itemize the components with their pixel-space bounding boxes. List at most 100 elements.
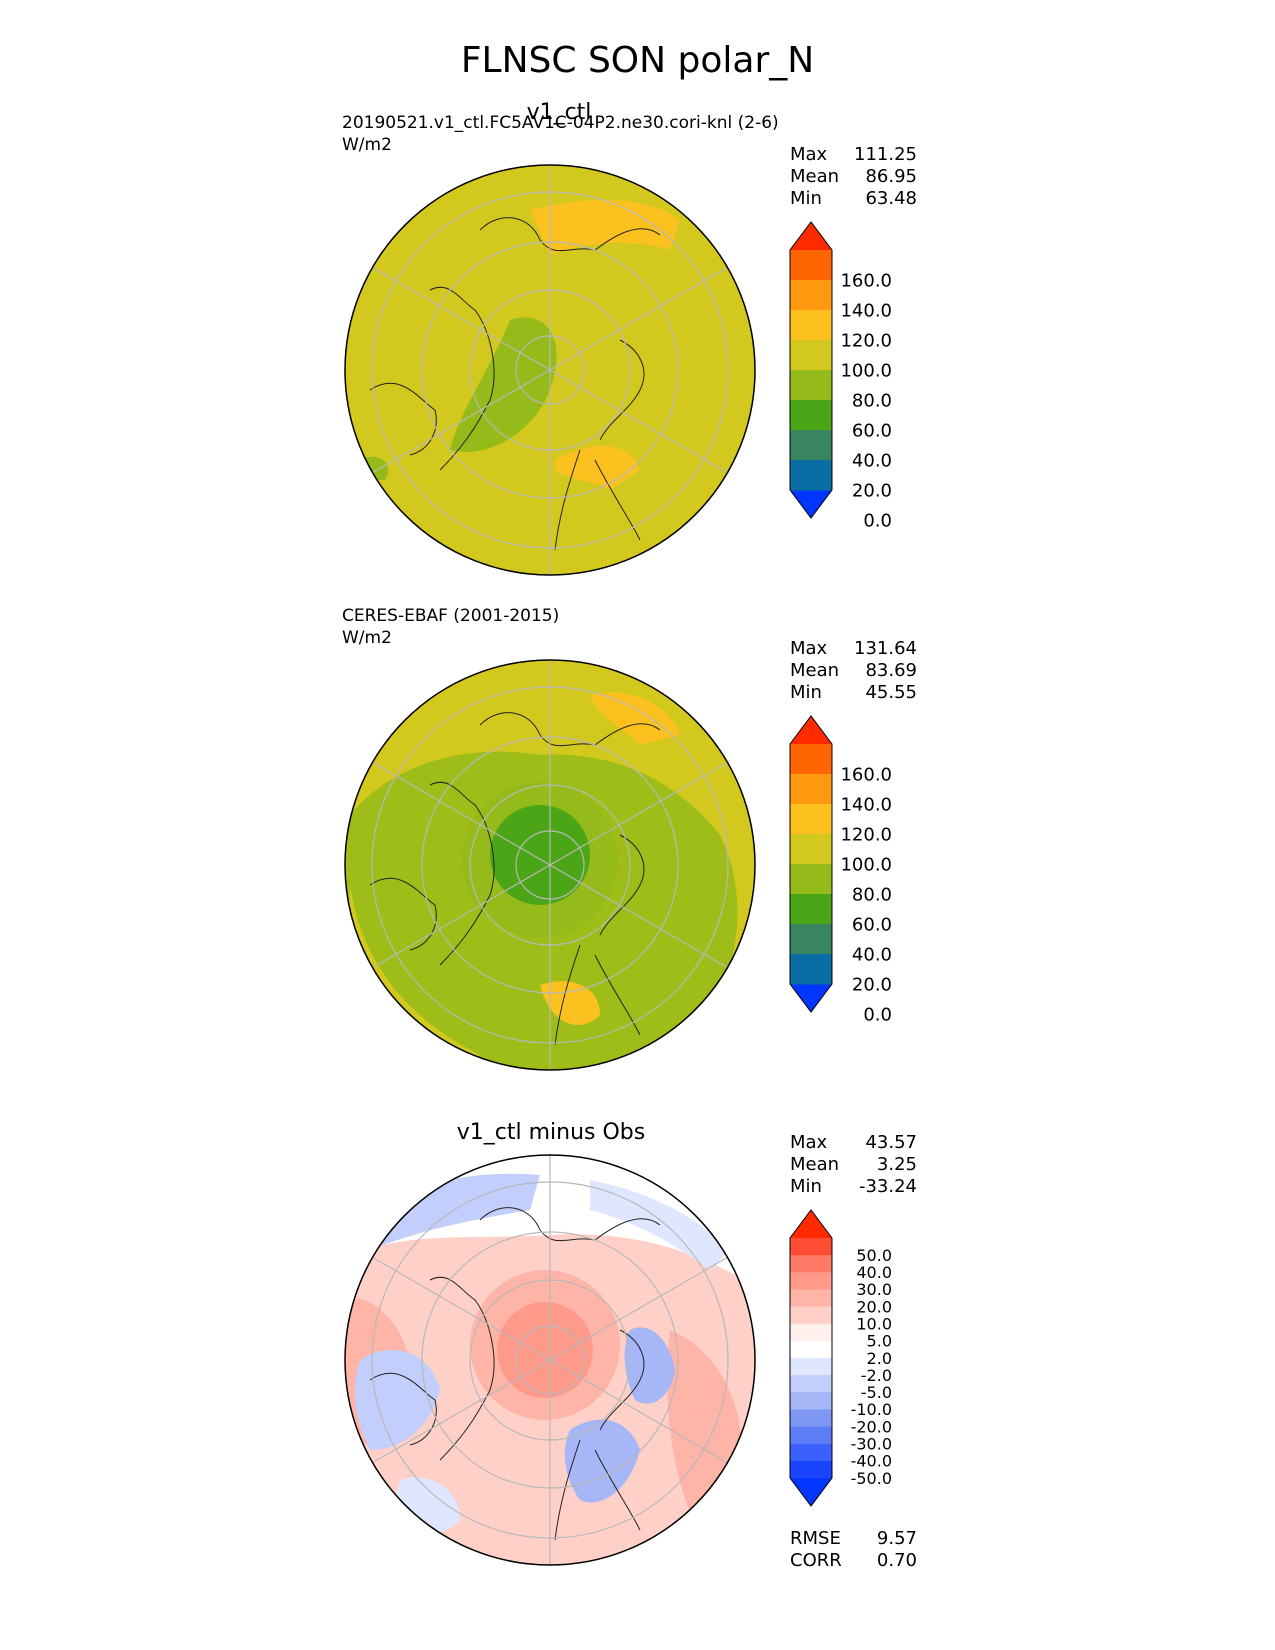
colorbar-segment [790,894,832,925]
panel-3-polar-warm-core [497,1302,593,1398]
colorbar-segment [790,1375,832,1393]
panel-1-subtitle: 20190521.v1_ctl.FC5AV1C-04P2.ne30.cori-k… [342,113,779,133]
colorbar-segment [790,1426,832,1445]
colorbar-tick-label: 140.0 [840,300,892,321]
panel-2-max-value: 131.64 [854,638,917,659]
panel-1-colorbar: 160.0 140.0 120.0 100.0 80.0 60.0 40.0 20.0 0.0 [789,221,892,531]
panel-3-coastlines [369,1207,661,1541]
colorbar-tick-label: -20.0 [851,1417,892,1436]
panel-1-warm-region-pacific [530,200,680,255]
panel-3-mean-label: Mean [790,1154,840,1175]
panel-1-coastlines [369,217,661,551]
panel-2-graticule [371,660,729,1070]
colorbar-tick-label: -10.0 [851,1400,892,1419]
colorbar-tick-label: -5.0 [861,1383,892,1402]
colorbar-outline [789,715,833,1013]
colorbar-tick-label: 10.0 [856,1314,892,1333]
colorbar-extend-max [790,1210,832,1238]
colorbar-segment [790,774,832,805]
colorbar-segment [790,1460,832,1479]
panel-3-graticule [371,1155,729,1565]
colorbar-tick-label: 20.0 [852,480,892,501]
colorbar-extend-min [790,490,832,518]
colorbar-segment [790,1323,832,1342]
colorbar-tick-label: 40.0 [856,1263,892,1282]
panel-1-greenland-low [450,317,557,452]
colorbar-segment [790,864,832,895]
colorbar-segment [790,1306,832,1325]
colorbar-tick-label: 140.0 [840,794,892,815]
colorbar-segment [790,280,832,311]
colorbar-segment [790,834,832,865]
panel-2-warm-region-south [540,981,600,1025]
colorbar-extend-max [790,716,832,744]
panel-3-stats: Max 43.57 Mean 3.25 Min -33.24 [790,1132,917,1198]
panel-2-map [344,659,756,1071]
panel-2-min-value: 45.55 [865,682,917,703]
panel-1-graticule [371,165,729,575]
colorbar-tick-label: 160.0 [840,270,892,291]
colorbar-tick-label: 80.0 [852,884,892,905]
panel-1-max-value: 111.25 [854,144,917,165]
panel-1-title: v1_ctl [526,100,592,125]
colorbar-tick-label: 60.0 [852,914,892,935]
colorbar-segment [790,310,832,341]
colorbar-tick-label: 0.0 [863,1004,892,1025]
colorbar-tick-label: 100.0 [840,854,892,875]
panel-3-corr-value: 0.70 [876,1550,917,1571]
colorbar-tick-label: 5.0 [867,1332,892,1351]
colorbar-extend-min [790,984,832,1012]
panel-3-mean-value: 3.25 [876,1154,917,1175]
panel-2-coastlines [369,712,661,1046]
panel-1-map [344,164,756,576]
colorbar-tick-label: 20.0 [852,974,892,995]
colorbar-tick-label: 2.0 [867,1349,892,1368]
panel-3-negative-eurasia [564,1419,640,1503]
colorbar-segment [790,1238,832,1256]
panel-3-min-value: -33.24 [858,1176,917,1197]
colorbar-segment [790,1392,832,1410]
colorbar-tick-label: -2.0 [861,1366,892,1385]
figure-title: FLNSC SON polar_N [460,40,815,81]
colorbar-segment [790,370,832,401]
colorbar-tick-label: 80.0 [852,390,892,411]
colorbar-tick-label: 100.0 [840,360,892,381]
panel-2-max-label: Max [790,638,828,659]
colorbar-segment [790,1289,832,1308]
colorbar-segment [790,1340,832,1359]
panel-3-colorbar: 50.040.030.020.010.05.02.0-2.0-5.0-10.0-… [789,1209,892,1507]
colorbar-tick-label: 40.0 [852,450,892,471]
panel-2-mean-label: Mean [790,660,840,681]
panel-1-units: W/m2 [342,135,392,155]
panel-3-metrics: RMSE 9.57 CORR 0.70 [790,1528,917,1572]
colorbar-segment [790,924,832,955]
colorbar-tick-label: 120.0 [840,330,892,351]
panel-1-min-label: Min [790,188,822,209]
panel-1-min-value: 63.48 [865,188,917,209]
colorbar-segment [790,804,832,835]
colorbar-tick-label: 0.0 [863,510,892,531]
panel-3-map [344,1154,756,1566]
panel-2-warm-region [590,692,680,745]
colorbar-segment [790,954,832,985]
colorbar-segment [790,460,832,491]
colorbar-tick-label: 60.0 [852,420,892,441]
colorbar-segment [790,1443,832,1462]
panel-3-title: v1_ctl minus Obs [456,1120,646,1145]
panel-2-colorbar: 160.0 140.0 120.0 100.0 80.0 60.0 40.0 20.0 0.0 [789,715,892,1025]
colorbar-tick-label: 20.0 [856,1297,892,1316]
panel-3-min-label: Min [790,1176,822,1197]
colorbar-outline [789,221,833,519]
panel-1-warm-region-europe [555,446,640,490]
colorbar-segment [790,744,832,775]
colorbar-tick-label: 120.0 [840,824,892,845]
colorbar-tick-label: 160.0 [840,764,892,785]
panel-3-max-label: Max [790,1132,828,1153]
panel-3-corr-label: CORR [790,1550,842,1571]
panel-2-polar-core [490,805,590,905]
colorbar-tick-label: -30.0 [851,1434,892,1453]
panel-1-mean-label: Mean [790,166,840,187]
colorbar-segment [790,250,832,281]
colorbar-segment [790,1272,832,1290]
panel-1-max-label: Max [790,144,828,165]
